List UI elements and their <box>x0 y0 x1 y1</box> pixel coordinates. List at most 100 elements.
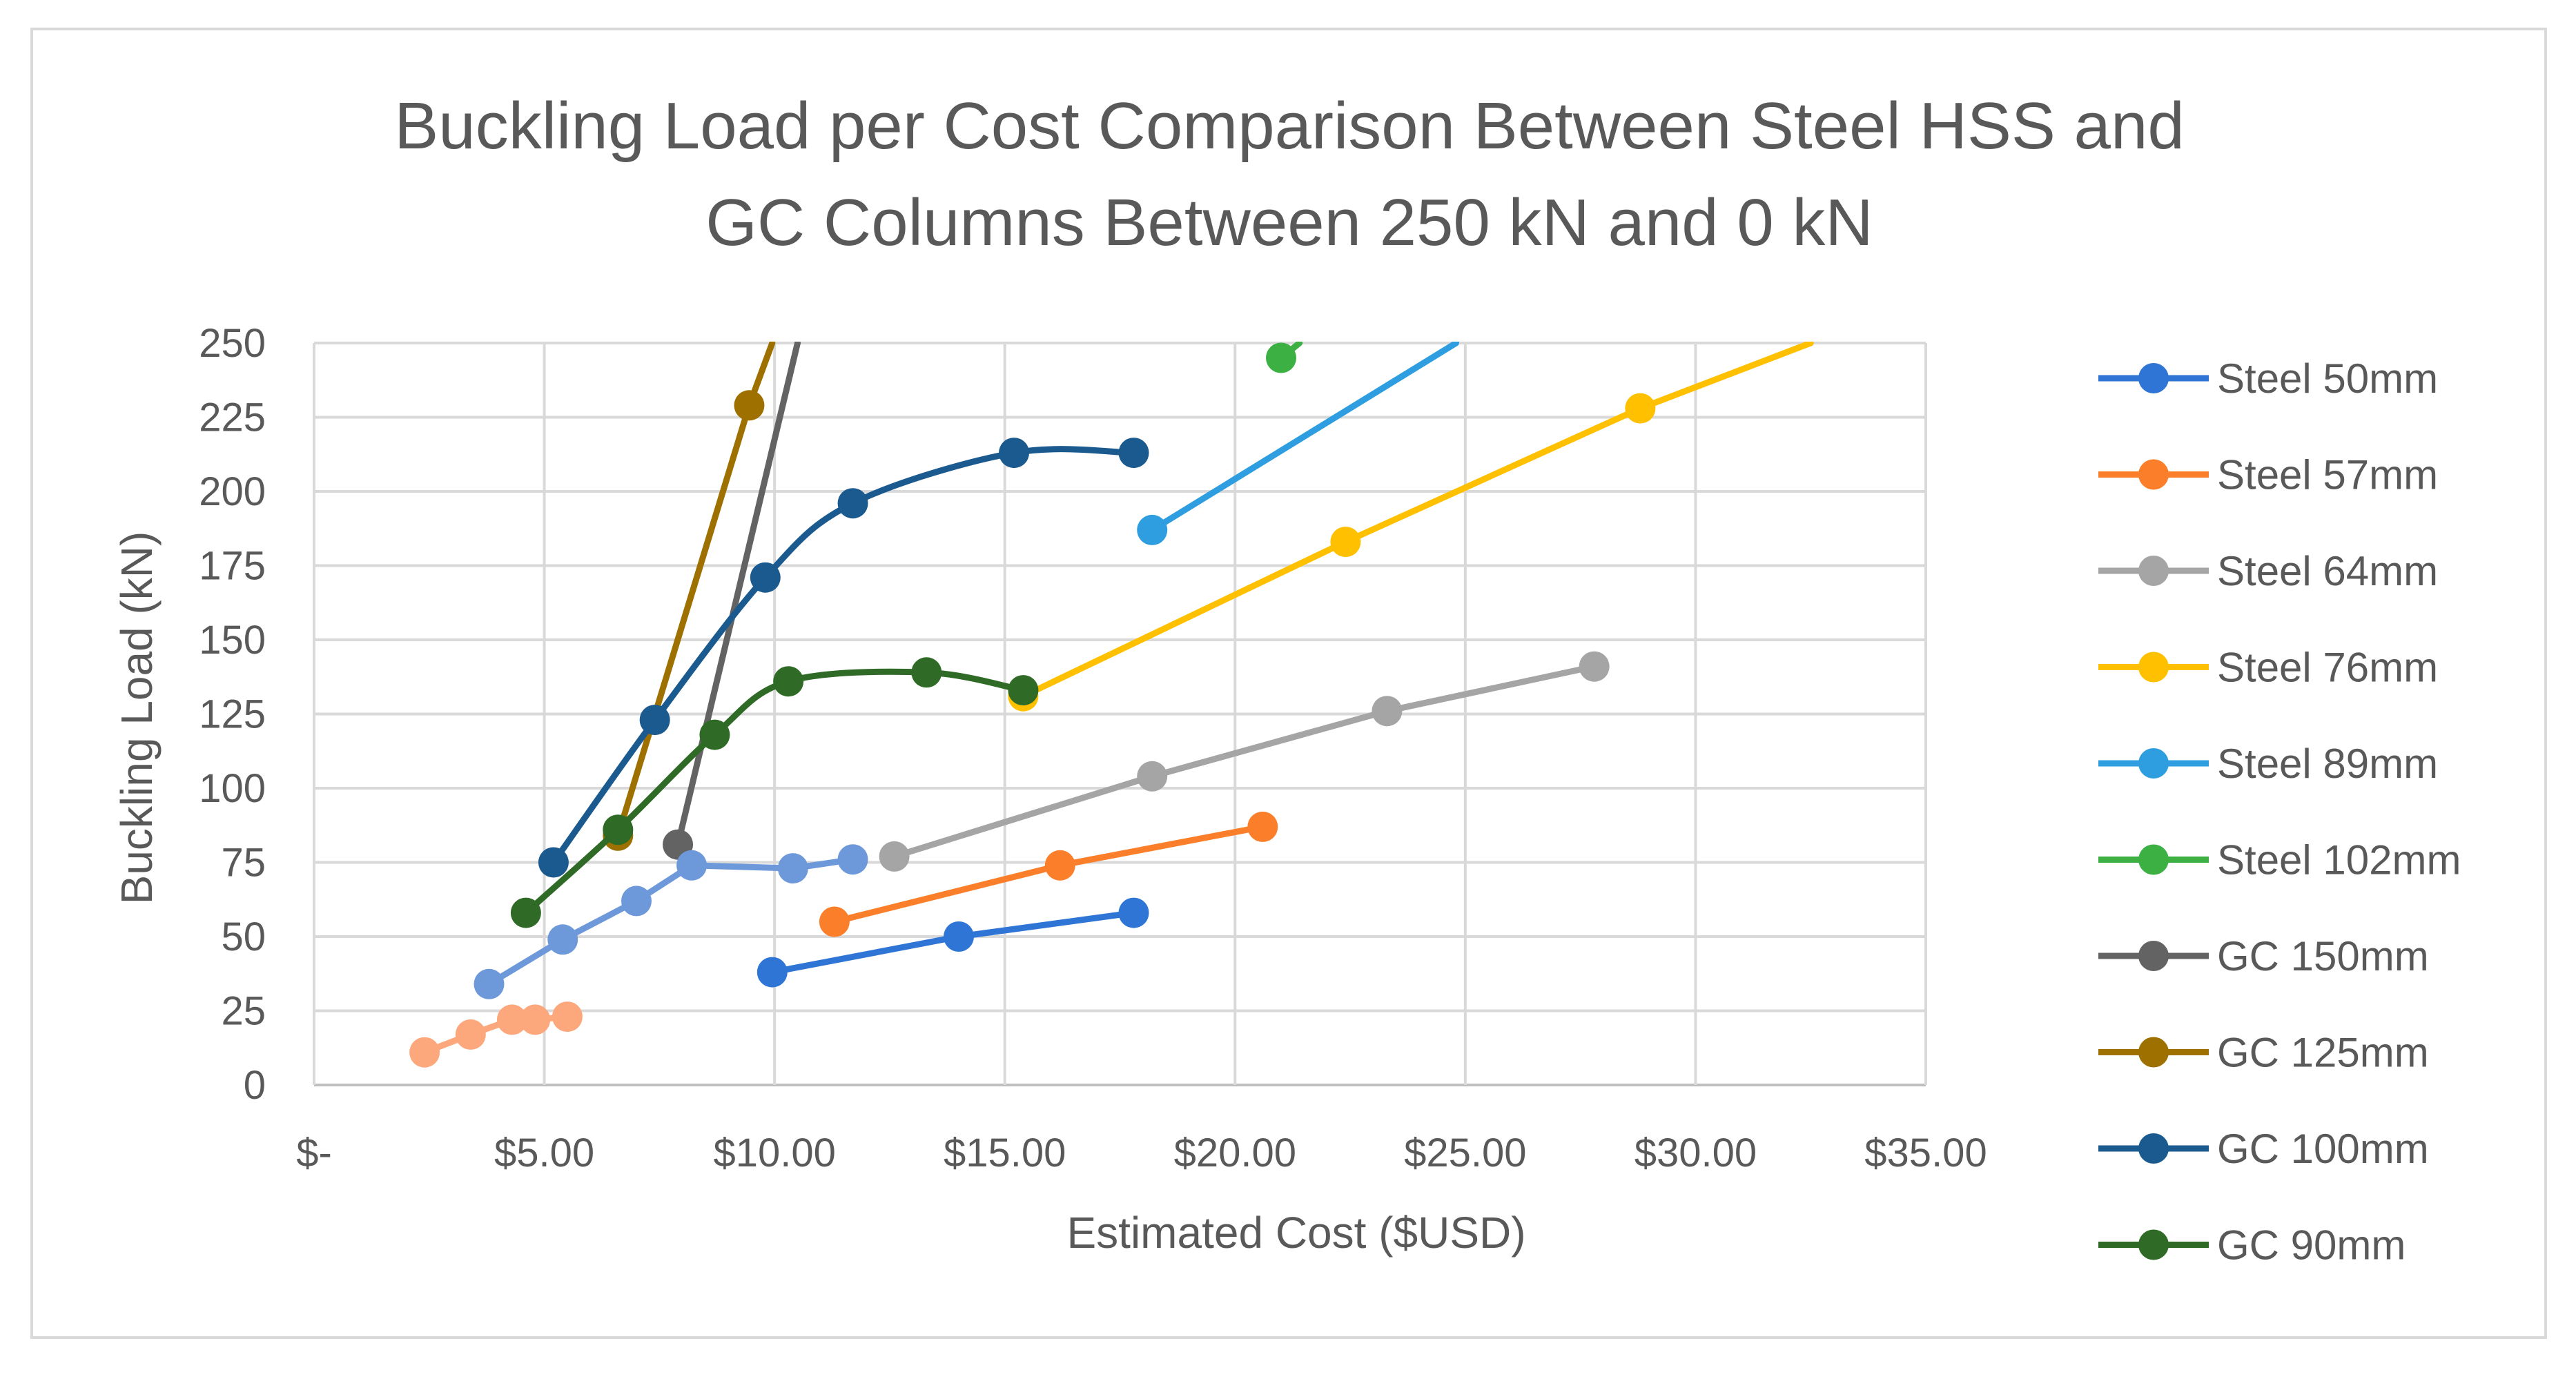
y-tick-label: 125 <box>199 692 266 737</box>
legend-swatch-marker <box>2138 1229 2169 1260</box>
x-tick-label: $25.00 <box>1404 1131 1526 1175</box>
legend-swatch-marker <box>2138 652 2169 683</box>
y-tick-label: 0 <box>244 1063 266 1108</box>
data-point <box>474 968 505 999</box>
legend-label: GC 90mm <box>2217 1222 2406 1269</box>
data-point <box>944 921 974 952</box>
legend-label: Steel 102mm <box>2217 837 2461 883</box>
x-tick-label: $30.00 <box>1635 1131 1757 1175</box>
data-point <box>1118 897 1149 928</box>
legend-swatch-marker <box>2138 748 2169 779</box>
data-point <box>699 719 730 750</box>
legend-label: Steel 76mm <box>2217 645 2438 691</box>
legend-item: Steel 50mm <box>2098 355 2438 402</box>
legend-item: Steel 57mm <box>2098 452 2438 498</box>
legend-item: GC 125mm <box>2098 1030 2429 1076</box>
data-point <box>1247 811 1278 842</box>
legend-item: Steel 102mm <box>2098 837 2461 883</box>
y-axis-title: Buckling Load (kN) <box>112 531 162 905</box>
y-tick-label: 250 <box>199 321 266 366</box>
series-steel-64mm <box>879 651 1610 872</box>
legend-label: GC 125mm <box>2217 1030 2429 1076</box>
x-tick-label: $- <box>296 1131 332 1175</box>
legend: Steel 50mm Steel 57mm Steel 64mm Steel 76mm… <box>2098 355 2461 1269</box>
y-tick-label: 75 <box>221 841 266 886</box>
series-line <box>674 342 801 848</box>
legend-label: Steel 64mm <box>2217 548 2438 594</box>
data-point <box>455 1019 486 1050</box>
chart-title-line-2: GC Columns Between 250 kN and 0 kN <box>705 186 1873 260</box>
legend-swatch-marker <box>2138 556 2169 586</box>
series-steel-102mm <box>1266 342 1303 373</box>
data-point <box>757 957 788 988</box>
legend-item: GC 150mm <box>2098 933 2429 979</box>
legend-label: Steel 57mm <box>2217 452 2438 498</box>
data-point <box>1579 651 1610 682</box>
legend-swatch-marker <box>2138 459 2169 490</box>
legend-label: GC 100mm <box>2217 1126 2429 1172</box>
data-point <box>750 562 781 593</box>
data-point <box>911 657 942 688</box>
legend-swatch-marker <box>2138 363 2169 393</box>
y-tick-label: 25 <box>221 989 266 1034</box>
x-tick-label: $35.00 <box>1864 1131 1987 1175</box>
data-point <box>1008 675 1039 706</box>
legend-swatch-marker <box>2138 1133 2169 1164</box>
y-tick-label: 100 <box>199 766 266 811</box>
data-point <box>538 847 569 878</box>
series-unlabeled-10 <box>474 844 868 999</box>
series-gc-150mm <box>663 342 801 860</box>
data-point <box>510 897 541 928</box>
x-tick-label: $5.00 <box>494 1131 594 1175</box>
data-point <box>837 844 868 875</box>
series-line <box>1019 342 1814 700</box>
x-tick-label: $15.00 <box>944 1131 1066 1175</box>
series-steel-89mm <box>1137 342 1460 545</box>
data-point <box>1372 696 1403 727</box>
data-point <box>1137 761 1168 792</box>
legend-label: Steel 89mm <box>2217 741 2438 787</box>
chart-frame <box>30 28 2547 1339</box>
y-tick-label: 175 <box>199 544 266 589</box>
y-tick-label: 200 <box>199 469 266 514</box>
legend-swatch-marker <box>2138 941 2169 971</box>
legend-swatch-marker <box>2138 1037 2169 1068</box>
gridlines <box>313 342 1927 1086</box>
x-axis-title: Estimated Cost ($USD) <box>1066 1208 1525 1258</box>
y-tick-label: 150 <box>199 618 266 663</box>
series-unlabeled-11 <box>409 1001 583 1068</box>
series-gc-100mm <box>538 438 1149 878</box>
data-point <box>621 886 652 917</box>
data-point <box>1044 850 1075 881</box>
legend-item: GC 90mm <box>2098 1222 2406 1269</box>
data-point <box>734 390 765 421</box>
data-point <box>999 438 1030 469</box>
chart-title-line-1: Buckling Load per Cost Comparison Betwee… <box>394 89 2184 163</box>
data-point <box>639 705 670 736</box>
data-point <box>819 906 850 937</box>
legend-item: Steel 89mm <box>2098 741 2438 787</box>
series-steel-76mm <box>1008 342 1814 712</box>
data-point <box>552 1001 583 1033</box>
series-line <box>891 663 1598 860</box>
data-point <box>520 1004 551 1035</box>
data-point <box>547 924 578 955</box>
legend-swatch-marker <box>2138 844 2169 875</box>
y-tick-label: 50 <box>221 915 266 959</box>
legend-label: GC 150mm <box>2217 933 2429 979</box>
data-point <box>409 1037 440 1068</box>
data-point <box>603 814 634 845</box>
y-tick-label: 225 <box>199 395 266 440</box>
data-point <box>773 666 804 697</box>
data-point <box>879 841 910 872</box>
data-point <box>837 488 868 519</box>
x-tick-label: $10.00 <box>713 1131 835 1175</box>
legend-item: Steel 76mm <box>2098 645 2438 691</box>
series-gc-90mm <box>510 657 1039 928</box>
series-steel-57mm <box>819 811 1278 937</box>
data-point <box>777 853 808 884</box>
x-axis-ticks: $- $5.00 $10.00 $15.00 $20.00 $25.00 $30.00 $35… <box>296 1131 1987 1175</box>
chart-title: Buckling Load per Cost Comparison Betwee… <box>394 89 2184 260</box>
data-point <box>496 1004 527 1035</box>
